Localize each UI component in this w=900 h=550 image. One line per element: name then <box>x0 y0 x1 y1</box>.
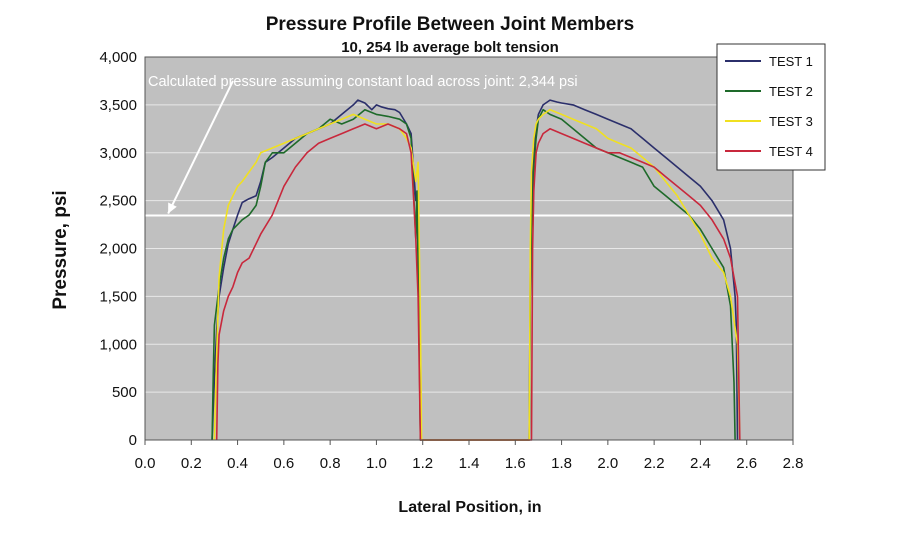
legend-box <box>716 43 826 171</box>
y-tick-label: 500 <box>112 384 137 401</box>
chart-subtitle: 10, 254 lb average bolt tension <box>341 39 559 56</box>
legend-label-test-1: TEST 1 <box>769 54 813 69</box>
reference-line-group: Calculated pressure assuming constant lo… <box>145 74 793 217</box>
legend-label-test-2: TEST 2 <box>769 84 813 99</box>
annotation-arrow-shaft <box>167 80 234 215</box>
x-tick-label: 2.0 <box>597 455 618 472</box>
x-tick-label: 0.4 <box>227 455 248 472</box>
reference-annotation: Calculated pressure assuming constant lo… <box>148 74 578 90</box>
y-axis-label: Pressure, psi <box>50 190 71 309</box>
x-tick-label: 0.0 <box>135 455 156 472</box>
x-tick-label: 1.8 <box>551 455 572 472</box>
x-axis-ticks: 0.0 0.2 0.4 0.6 0.8 1.0 1.2 1.4 1.6 1.8 2.0 2.2 2.4 2… <box>135 440 804 472</box>
x-tick-label: 2.6 <box>736 455 757 472</box>
x-tick-label: 0.6 <box>273 455 294 472</box>
series-line-test-2 <box>211 108 736 441</box>
y-axis-ticks: 0 500 1,000 1,500 2,000 2,500 3,000 3,500 4,000 <box>99 49 137 449</box>
x-tick-label: 1.4 <box>459 455 480 472</box>
x-tick-label: 2.8 <box>783 455 804 472</box>
x-tick-label: 0.8 <box>320 455 341 472</box>
y-tick-label: 0 <box>129 432 137 449</box>
y-tick-label: 2,000 <box>99 241 137 258</box>
x-tick-label: 1.2 <box>412 455 433 472</box>
legend-label-test-4: TEST 4 <box>769 144 813 159</box>
x-tick-label: 2.2 <box>644 455 665 472</box>
series-line-test-4 <box>215 123 741 441</box>
y-tick-label: 1,500 <box>99 288 137 305</box>
chart-title: Pressure Profile Between Joint Members <box>266 14 635 35</box>
x-axis-label: Lateral Position, in <box>398 499 541 516</box>
legend-label-test-3: TEST 3 <box>769 114 813 129</box>
x-tick-label: 1.0 <box>366 455 387 472</box>
legend: TEST 1 TEST 2 TEST 3 TEST 4 <box>716 43 826 171</box>
y-tick-label: 3,500 <box>99 97 137 114</box>
x-tick-label: 2.4 <box>690 455 711 472</box>
x-tick-label: 1.6 <box>505 455 526 472</box>
series-lines <box>211 99 741 441</box>
series-line-test-1 <box>211 99 739 441</box>
y-tick-label: 1,000 <box>99 336 137 353</box>
x-tick-label: 0.2 <box>181 455 202 472</box>
y-tick-label: 2,500 <box>99 193 137 210</box>
y-tick-label: 3,000 <box>99 145 137 162</box>
annotation-arrow-head <box>168 202 177 214</box>
y-tick-label: 4,000 <box>99 49 137 66</box>
